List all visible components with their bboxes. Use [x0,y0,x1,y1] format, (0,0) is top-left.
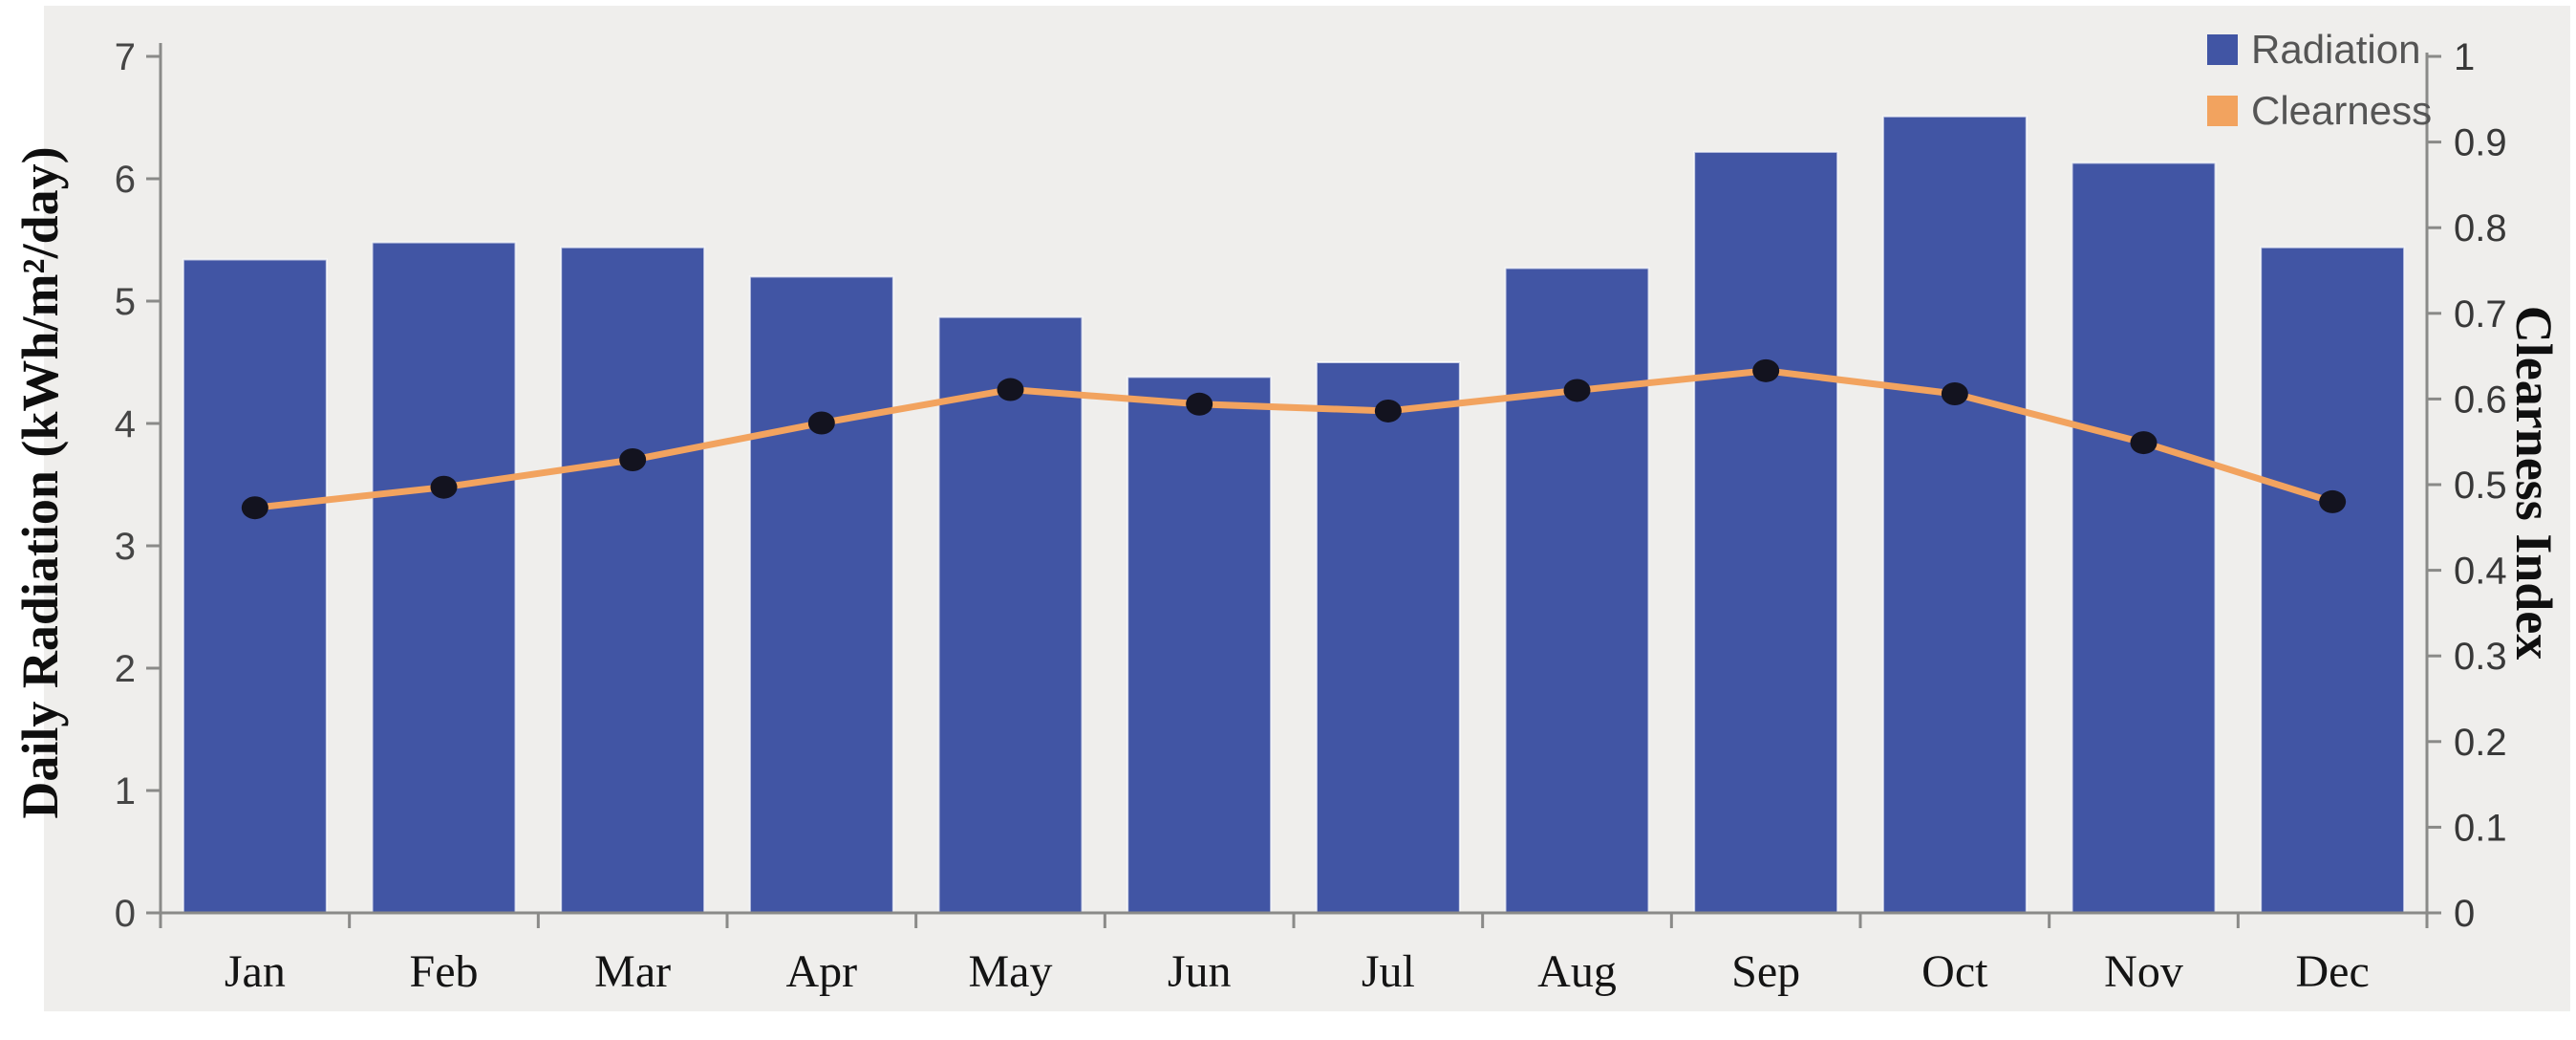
clearness-point-Apr [807,411,835,435]
radiation-bar-Nov [2071,162,2217,915]
right-axis-tick-label: 0.8 [2454,207,2507,249]
legend-label-clearness: Clearness [2251,88,2433,133]
right-axis-tick-label: 0.5 [2454,465,2507,507]
left-axis-tick-label: 6 [115,159,136,201]
clearness-point-Jul [1374,399,1402,422]
radiation-bar-Mar [560,246,706,914]
x-tick-label: Sep [1731,946,1800,997]
left-axis-tick-label: 1 [115,770,136,812]
right-axis-tick-label: 0.6 [2454,379,2507,421]
right-axis-tick-label: 0.7 [2454,293,2507,336]
radiation-bar-May [937,315,1084,914]
x-tick-label: Mar [594,946,671,997]
x-tick-label: Jun [1168,946,1232,997]
left-axis-tick-label: 2 [115,648,136,690]
clearness-swatch-icon [2207,96,2238,126]
radiation-bar-Dec [2260,246,2406,914]
radiation-bar-Feb [371,241,517,914]
right-axis-tick-label: 0.3 [2454,636,2507,678]
clearness-point-Oct [1941,382,1968,406]
radiation-bar-Jan [182,258,328,915]
left-axis-tick-label: 4 [115,403,136,445]
left-axis-tick-label: 3 [115,526,136,568]
clearness-line [251,367,2336,511]
x-tick-label: Oct [1921,946,1988,997]
clearness-point-Sep [1752,358,1780,382]
legend-item-clearness: Clearness [2207,88,2432,134]
x-tick-label: May [969,946,1053,997]
x-tick-label: Feb [410,946,479,997]
radiation-bar-Aug [1504,267,1650,914]
clearness-point-Nov [2130,431,2157,455]
clearness-point-Mar [619,448,647,472]
x-tick-label: Jul [1362,946,1415,997]
legend-label-radiation: Radiation [2251,27,2421,72]
left-axis-tick-label: 7 [115,36,136,78]
clearness-point-May [997,378,1024,401]
right-axis-tick-label: 0.2 [2454,722,2507,764]
clearness-point-Aug [1563,379,1591,402]
right-axis-tick-label: 0 [2454,893,2475,935]
clearness-point-Jan [241,496,268,520]
radiation-bar-Sep [1693,150,1839,914]
right-axis-tick-label: 0.4 [2454,551,2507,593]
right-axis-title: Clearness Index [2505,305,2563,661]
radiation-bar-Jul [1315,361,1461,914]
clearness-point-Jun [1186,392,1213,416]
right-axis-tick-label: 1 [2454,36,2475,78]
radiation-swatch-icon [2207,34,2238,65]
x-tick-label: Nov [2104,946,2183,997]
radiation-bar-Apr [748,275,894,914]
right-axis-tick-label: 0.1 [2454,807,2507,849]
x-tick-label: Apr [786,946,858,997]
x-tick-label: Aug [1537,946,1617,997]
left-axis-tick-label: 5 [115,281,136,323]
left-axis-title: Daily Radiation (kWh/m²/day) [11,146,69,819]
radiation-bar-Jun [1127,376,1273,914]
x-tick-label: Jan [225,946,286,997]
radiation-bar-Oct [1881,115,2028,915]
legend-item-radiation: Radiation [2207,27,2432,73]
clearness-point-Dec [2319,489,2347,513]
right-axis-tick-label: 0.9 [2454,122,2507,164]
x-tick-label: Dec [2296,946,2370,997]
legend: Radiation Clearness [2207,27,2432,134]
left-axis-tick-label: 0 [115,893,136,935]
clearness-point-Feb [430,475,458,499]
